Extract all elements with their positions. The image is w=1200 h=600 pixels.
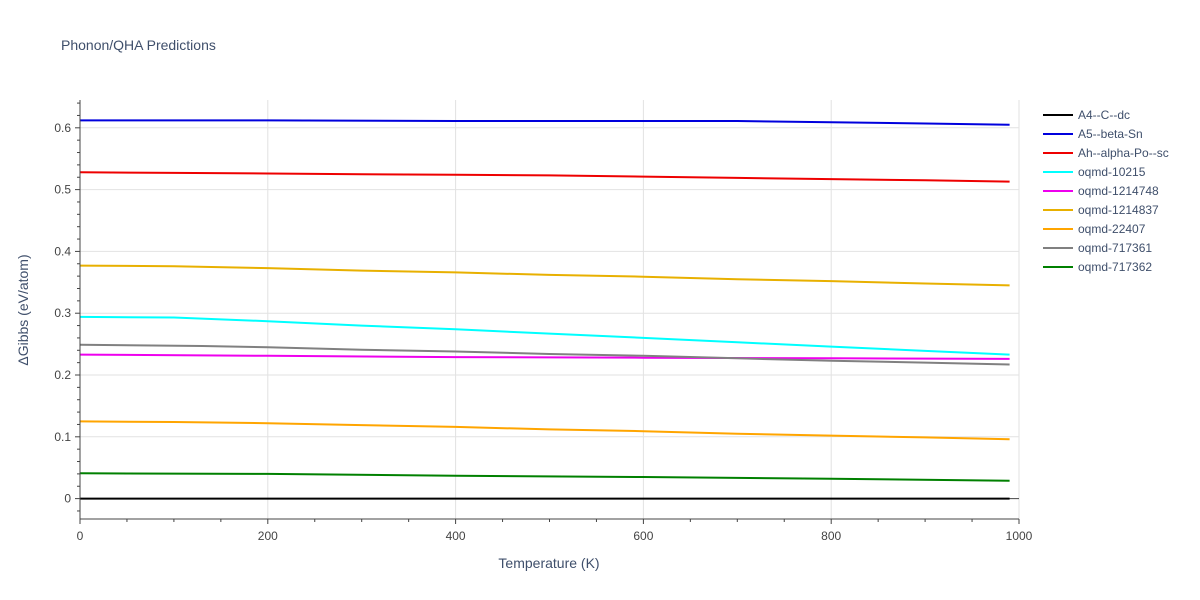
y-tick-label: 0.3 bbox=[54, 306, 71, 320]
series-layer bbox=[79, 119, 1010, 500]
legend-label: oqmd-1214748 bbox=[1078, 184, 1159, 198]
x-tick-label: 400 bbox=[446, 529, 466, 543]
legend-label: oqmd-717361 bbox=[1078, 241, 1152, 255]
legend[interactable]: A4--C--dc A5--beta-Sn Ah--alpha-Po--sc oqmd… bbox=[1043, 108, 1169, 274]
series-line-Ah--alpha-Po--sc bbox=[79, 171, 1010, 183]
legend-item-oqmd-717362[interactable]: oqmd-717362 bbox=[1043, 260, 1152, 274]
x-tick-label: 600 bbox=[633, 529, 653, 543]
grid-lines bbox=[80, 100, 1020, 519]
axes: 0 200 400 600 800 1000 0 0.1 0.2 0.3 0.4 0.5 0.6 bbox=[54, 100, 1033, 543]
legend-label: oqmd-717362 bbox=[1078, 260, 1152, 274]
legend-item-Ah--alpha-Po--sc[interactable]: Ah--alpha-Po--sc bbox=[1043, 146, 1169, 160]
x-axis-title: Temperature (K) bbox=[498, 555, 599, 571]
legend-item-oqmd-10215[interactable]: oqmd-10215 bbox=[1043, 165, 1146, 179]
legend-item-oqmd-22407[interactable]: oqmd-22407 bbox=[1043, 222, 1146, 236]
legend-label: A5--beta-Sn bbox=[1078, 127, 1143, 141]
series-line-oqmd-1214748 bbox=[79, 353, 1010, 360]
y-tick-label: 0 bbox=[64, 492, 71, 506]
legend-item-oqmd-717361[interactable]: oqmd-717361 bbox=[1043, 241, 1152, 255]
series-line-A5--beta-Sn bbox=[80, 119, 1010, 126]
y-tick-label: 0.5 bbox=[54, 183, 71, 197]
legend-label: oqmd-10215 bbox=[1078, 165, 1146, 179]
series-line-oqmd-22407 bbox=[79, 420, 1010, 441]
legend-label: oqmd-1214837 bbox=[1078, 203, 1159, 217]
x-tick-label: 0 bbox=[77, 529, 84, 543]
y-tick-label: 0.6 bbox=[54, 121, 71, 135]
y-tick-label: 0.1 bbox=[54, 430, 71, 444]
legend-label: Ah--alpha-Po--sc bbox=[1078, 146, 1169, 160]
y-tick-label: 0.2 bbox=[54, 368, 71, 382]
x-tick-label: 800 bbox=[821, 529, 841, 543]
x-tick-label: 200 bbox=[258, 529, 278, 543]
legend-label: A4--C--dc bbox=[1078, 108, 1130, 122]
legend-item-A5--beta-Sn[interactable]: A5--beta-Sn bbox=[1043, 127, 1143, 141]
series-line-oqmd-1214837 bbox=[79, 264, 1010, 287]
series-line-oqmd-10215 bbox=[79, 315, 1010, 356]
x-tick-label: 1000 bbox=[1006, 529, 1033, 543]
legend-item-oqmd-1214837[interactable]: oqmd-1214837 bbox=[1043, 203, 1159, 217]
series-line-oqmd-717362 bbox=[79, 472, 1010, 482]
series-line-oqmd-717361 bbox=[79, 343, 1010, 366]
y-axis-title: ΔGibbs (eV/atom) bbox=[15, 254, 31, 365]
chart-title: Phonon/QHA Predictions bbox=[61, 37, 216, 53]
legend-item-oqmd-1214748[interactable]: oqmd-1214748 bbox=[1043, 184, 1159, 198]
legend-item-A4--C--dc[interactable]: A4--C--dc bbox=[1043, 108, 1130, 122]
legend-label: oqmd-22407 bbox=[1078, 222, 1146, 236]
y-tick-label: 0.4 bbox=[54, 244, 71, 258]
